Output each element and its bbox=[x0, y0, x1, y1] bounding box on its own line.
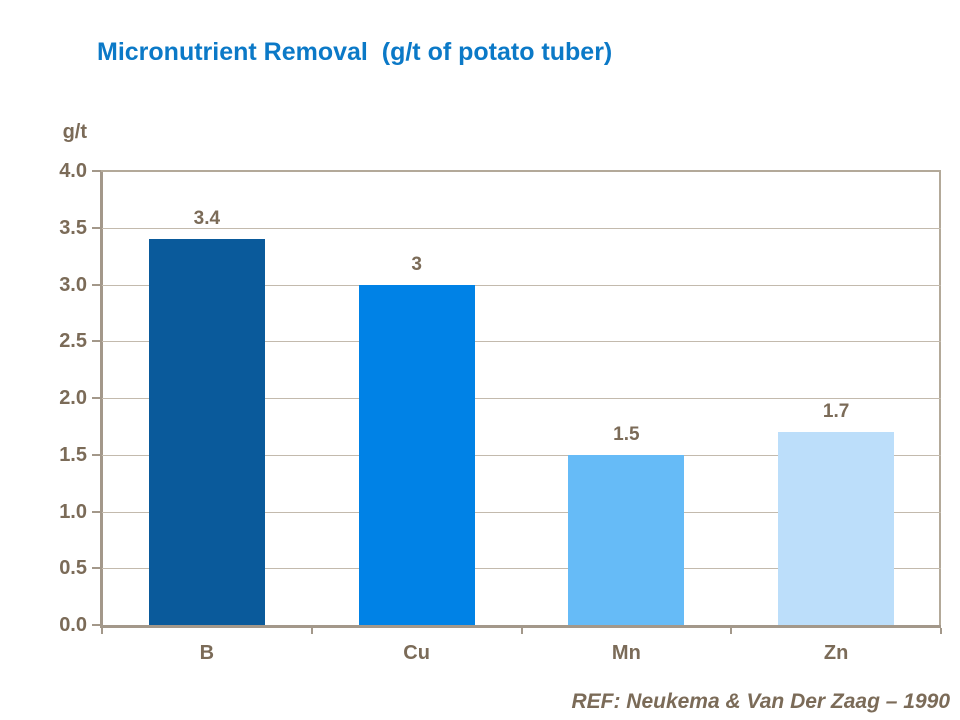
gridline bbox=[102, 568, 941, 569]
bar-value-label: 1.7 bbox=[822, 401, 850, 423]
gridline bbox=[102, 455, 941, 456]
bar-value-label: 3.4 bbox=[193, 208, 221, 230]
gridline bbox=[102, 341, 941, 342]
bar-value-label: 3 bbox=[411, 253, 422, 275]
y-axis-unit-label: g/t bbox=[62, 121, 87, 143]
x-axis-category-label: Mn bbox=[611, 642, 641, 664]
y-axis-tick-label: 1.5 bbox=[59, 443, 87, 466]
x-axis-category-label: Cu bbox=[403, 642, 430, 664]
y-axis-tick-mark bbox=[92, 567, 101, 570]
plot-border-right bbox=[939, 170, 941, 628]
bar-Mn bbox=[568, 454, 685, 625]
y-axis-tick-mark bbox=[92, 226, 101, 229]
y-axis-line bbox=[100, 171, 103, 628]
x-axis-tick-mark bbox=[940, 628, 942, 634]
y-axis-tick-label: 0.5 bbox=[59, 557, 87, 580]
y-axis-tick-label: 3.0 bbox=[59, 273, 87, 296]
x-axis-tick-mark bbox=[310, 628, 313, 634]
x-axis-category-label: B bbox=[199, 642, 215, 664]
x-axis-line bbox=[100, 625, 941, 628]
plot-area bbox=[102, 171, 941, 625]
gridline bbox=[102, 285, 941, 286]
y-axis-tick-mark bbox=[92, 453, 101, 456]
y-axis-tick-label: 1.0 bbox=[59, 500, 87, 523]
y-axis-tick-mark bbox=[92, 624, 101, 626]
y-axis-tick-label: 2.5 bbox=[59, 330, 87, 353]
y-axis-tick-mark bbox=[92, 510, 101, 513]
bar-B bbox=[148, 239, 265, 625]
y-axis-tick-label: 4.0 bbox=[59, 160, 87, 182]
gridline bbox=[102, 512, 941, 513]
y-axis-tick-mark bbox=[92, 340, 101, 343]
chart-title: Micronutrient Removal (g/t of potato tub… bbox=[97, 38, 613, 66]
y-axis-tick-mark bbox=[92, 170, 101, 172]
bar-value-label: 1.5 bbox=[613, 423, 640, 445]
x-axis-tick-mark bbox=[520, 628, 523, 634]
x-axis-category-label: Zn bbox=[823, 642, 849, 664]
y-axis-tick-mark bbox=[92, 283, 101, 286]
y-axis-tick-label: 0.0 bbox=[59, 614, 87, 636]
reference-note: REF: Neukema & Van Der Zaag – 1990 bbox=[571, 690, 950, 713]
y-axis-tick-mark bbox=[92, 397, 101, 399]
gridline bbox=[102, 228, 941, 229]
gridline bbox=[102, 398, 941, 399]
plot-border-top bbox=[100, 170, 941, 172]
y-axis-tick-label: 3.5 bbox=[59, 216, 87, 239]
bar-Cu bbox=[358, 284, 475, 625]
y-axis-tick-label: 2.0 bbox=[59, 387, 87, 409]
x-axis-tick-mark bbox=[730, 628, 733, 634]
bar-Zn bbox=[778, 432, 895, 625]
x-axis-tick-mark bbox=[101, 628, 103, 634]
